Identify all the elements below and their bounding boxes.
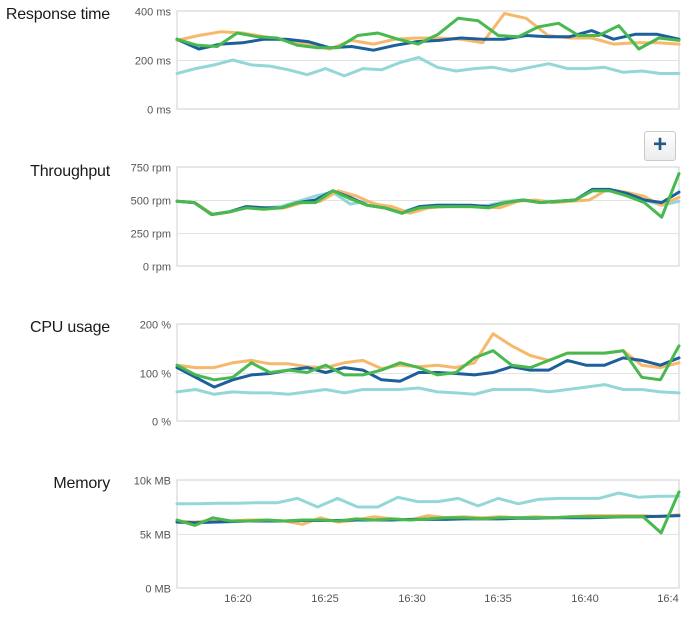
y-tick-label: 0 % — [152, 417, 171, 429]
y-tick-label: 200 % — [140, 320, 171, 332]
cpu-usage-panel: CPU usage 0 % 100 % 200 % — [0, 311, 691, 436]
y-tick-label: 0 ms — [147, 105, 171, 117]
cpu-usage-title: CPU usage — [29, 319, 110, 336]
series-d-line — [175, 491, 681, 509]
series-b-line — [175, 29, 681, 52]
y-tick-label: 5k MB — [140, 530, 171, 542]
cpu-usage-chart: 0 % 100 % 200 % — [140, 320, 681, 429]
plus-icon: + — [652, 131, 667, 158]
memory-chart: 0 MB 5k MB 10k MB 16:20 16:25 16:30 16:35 16:40… — [134, 476, 681, 605]
x-tick-label: 16:25 — [311, 593, 339, 605]
throughput-title: Throughput — [30, 163, 110, 180]
series-c-line — [175, 344, 681, 382]
response-time-panel: Response time 0 ms 200 ms 400 ms — [0, 0, 691, 120]
y-tick-label: 200 ms — [135, 56, 172, 68]
plot-frame — [176, 166, 680, 267]
throughput-chart: 0 rpm 250 rpm 500 rpm 750 rpm — [131, 163, 681, 274]
plot-frame — [176, 323, 680, 422]
series-d-line — [175, 56, 681, 78]
series-c-line — [175, 490, 681, 535]
y-tick-label: 0 MB — [145, 584, 171, 596]
x-tick-label: 16:20 — [224, 593, 252, 605]
series-d-line — [175, 383, 681, 396]
response-time-title: Response time — [5, 6, 110, 23]
x-tick-label: 16:40 — [571, 593, 599, 605]
response-time-chart: 0 ms 200 ms 400 ms — [135, 7, 681, 117]
y-tick-label: 500 rpm — [131, 196, 171, 208]
y-tick-label: 750 rpm — [131, 163, 171, 175]
x-tick-label: 16:4 — [657, 593, 678, 605]
series-c-line — [175, 16, 681, 51]
y-tick-label: 250 rpm — [131, 229, 171, 241]
add-chart-button[interactable]: + — [644, 131, 676, 161]
memory-panel: Memory 0 MB 5k MB 10k MB 16:20 16:25 16:30 16:… — [0, 467, 691, 617]
y-tick-label: 0 rpm — [143, 262, 171, 274]
x-tick-label: 16:30 — [398, 593, 426, 605]
y-tick-label: 400 ms — [135, 7, 172, 19]
throughput-panel: Throughput 0 rpm 250 rpm 500 rpm 750 rpm — [0, 155, 691, 280]
y-tick-label: 10k MB — [134, 476, 171, 488]
x-tick-label: 16:35 — [484, 593, 512, 605]
memory-title: Memory — [53, 475, 110, 492]
series-c-line — [175, 172, 681, 219]
y-tick-label: 100 % — [140, 369, 171, 381]
